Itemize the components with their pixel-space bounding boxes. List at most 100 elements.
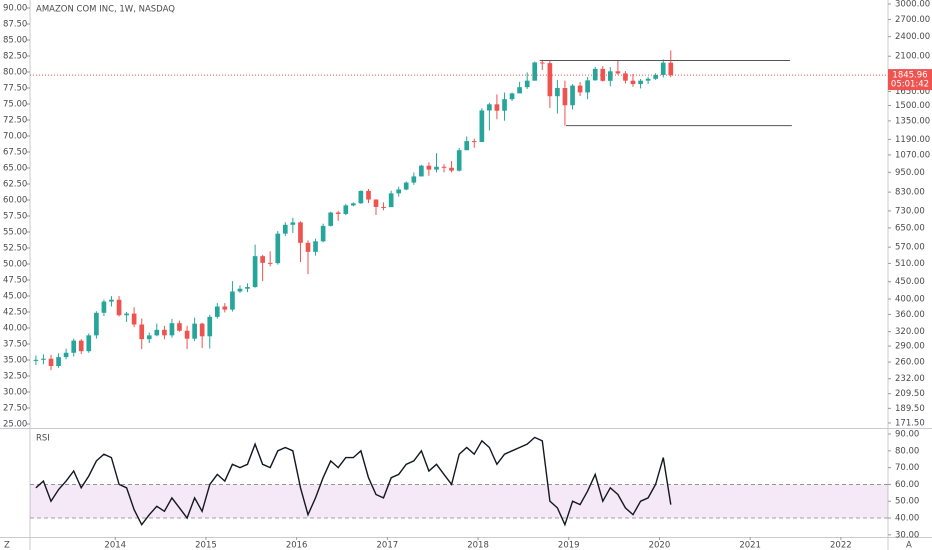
candle-body	[230, 291, 235, 310]
y-tick-label: 85.00	[3, 36, 27, 46]
rsi-y-tick-label: 90.00	[895, 430, 919, 440]
candle-body	[464, 141, 470, 151]
y2-tick-label: 730.00	[895, 206, 925, 216]
y-tick-label: 25.00	[3, 420, 27, 430]
candle-body	[124, 313, 129, 316]
candle-body	[366, 190, 371, 200]
y2-tick-label: 2400.00	[895, 32, 930, 42]
candle-body	[94, 312, 99, 336]
candle-body	[41, 358, 46, 360]
countdown-label: 05:01:42	[891, 80, 929, 90]
rsi-y-tick-label: 40.00	[895, 514, 919, 524]
candle-body	[509, 93, 515, 100]
candle-body	[146, 335, 152, 340]
y2-tick-label: 650.00	[895, 223, 925, 233]
candle-body	[275, 233, 281, 264]
y-tick-label: 75.00	[3, 100, 27, 110]
y2-tick-label: 400.00	[895, 294, 925, 304]
candle-body	[592, 68, 598, 81]
candle-body	[177, 323, 182, 331]
y-tick-label: 50.00	[3, 260, 27, 270]
candle-body	[63, 352, 69, 358]
candle-body	[419, 165, 424, 177]
y-tick-label: 45.00	[3, 292, 27, 302]
y2-tick-label: 450.00	[895, 277, 925, 287]
candle-body	[214, 306, 220, 317]
rsi-y-tick-label: 80.00	[895, 446, 919, 456]
candle-body	[449, 167, 454, 171]
candle-body	[660, 62, 666, 75]
y-tick-label: 35.00	[3, 356, 27, 366]
rsi-y-tick-label: 60.00	[895, 480, 919, 490]
y2-tick-label: 1190.00	[895, 135, 930, 145]
y-tick-label: 90.00	[3, 4, 27, 14]
candle-body	[615, 71, 621, 74]
candle-body	[645, 78, 651, 81]
candle-body	[320, 225, 326, 242]
candle-body	[600, 68, 606, 81]
candle-body	[434, 166, 439, 170]
y-tick-label: 42.50	[3, 308, 27, 318]
candle-body	[101, 301, 107, 313]
candle-body	[396, 189, 402, 194]
candle-body	[282, 224, 288, 234]
y2-tick-label: 510.00	[895, 259, 925, 269]
candle-body	[653, 74, 658, 79]
y-tick-label: 55.00	[3, 228, 27, 238]
y2-tick-label: 320.00	[895, 327, 925, 337]
x-tick-label: 2016	[286, 541, 308, 550]
candle-body	[131, 313, 137, 325]
candle-body	[562, 88, 568, 106]
y2-tick-label: 209.50	[895, 389, 925, 399]
candle-body	[343, 205, 349, 214]
candle-body	[298, 222, 303, 243]
y2-tick-label: 2700.00	[895, 15, 930, 25]
candle-body	[169, 323, 175, 336]
candle-body	[207, 316, 213, 337]
candle-body	[585, 80, 590, 93]
x-tick-label: 2017	[377, 541, 399, 550]
y2-tick-label: 2100.00	[895, 52, 930, 62]
candle-body	[358, 190, 364, 204]
y-tick-label: 37.50	[3, 340, 27, 350]
x-tick-label: 2015	[195, 541, 217, 550]
toolbar-button[interactable]: Z	[4, 541, 10, 550]
candle-body	[668, 62, 674, 76]
candle-body	[48, 358, 54, 367]
y2-tick-label: 360.00	[895, 310, 925, 320]
candle-body	[154, 329, 160, 336]
y-tick-label: 67.50	[3, 148, 27, 158]
y2-tick-label: 3000.00	[895, 0, 930, 9]
y-tick-label: 62.50	[3, 180, 27, 190]
rsi-y-tick-label: 50.00	[895, 497, 919, 507]
candle-body	[487, 104, 492, 111]
y-tick-label: 32.50	[3, 372, 27, 382]
y2-tick-label: 1070.00	[895, 150, 930, 160]
candle-body	[607, 71, 613, 81]
rsi-band	[30, 484, 888, 519]
x-tick-label: 2019	[558, 541, 580, 550]
y-tick-label: 87.50	[3, 20, 27, 30]
y2-tick-label: 189.50	[895, 404, 925, 414]
candle-body	[78, 340, 84, 352]
y2-tick-label: 570.00	[895, 243, 925, 253]
candle-body	[630, 80, 636, 85]
last-price-box	[888, 69, 932, 91]
candle-body	[237, 288, 243, 292]
candle-body	[305, 242, 311, 252]
y2-tick-label: 171.50	[895, 418, 925, 428]
candle-body	[109, 299, 114, 302]
x-tick-label: 2020	[649, 541, 671, 550]
candle-body	[638, 80, 643, 85]
last-price-label: 1845.96	[892, 71, 927, 81]
candle-body	[116, 299, 122, 316]
x-tick-label: 2022	[830, 541, 852, 550]
candle-body	[199, 323, 205, 337]
rsi-title: RSI	[36, 434, 50, 444]
y-tick-label: 40.00	[3, 324, 27, 334]
candle-body	[245, 287, 250, 289]
candle-body	[184, 330, 190, 339]
rsi-y-tick-label: 70.00	[895, 463, 919, 473]
toolbar-button[interactable]: A	[906, 541, 912, 550]
